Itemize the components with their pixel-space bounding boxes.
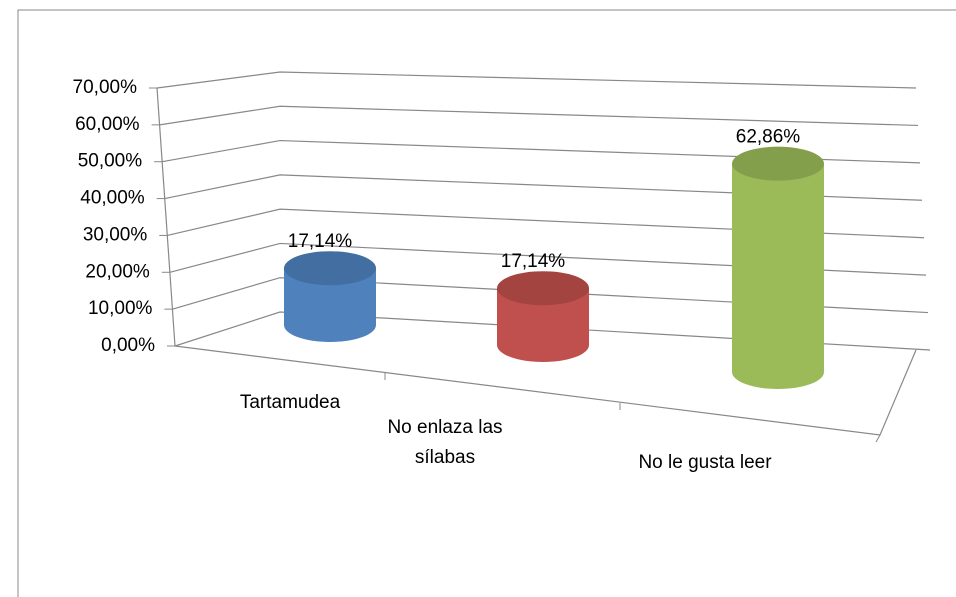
grid-line xyxy=(156,71,917,89)
bar xyxy=(497,288,589,362)
y-tick-label: 40,00% xyxy=(80,188,145,209)
grid-line xyxy=(169,242,927,276)
value-label: 17,14% xyxy=(501,251,566,272)
y-tick-label: 50,00% xyxy=(78,151,143,172)
grid-line xyxy=(172,277,929,314)
y-tick-label: 70,00% xyxy=(73,77,138,98)
grid-line xyxy=(167,208,925,239)
grid-line xyxy=(164,174,923,201)
bar xyxy=(284,268,376,342)
y-tick-label: 20,00% xyxy=(85,261,150,282)
y-tick-label: 60,00% xyxy=(75,114,140,135)
bar-top xyxy=(284,251,376,286)
x-tick-label: No enlaza las sílabas xyxy=(387,417,503,468)
bar-top xyxy=(732,146,824,181)
grid-line xyxy=(174,311,931,351)
y-tick-label: 30,00% xyxy=(83,224,148,245)
axis-line xyxy=(156,87,176,347)
y-tick-label: 10,00% xyxy=(88,298,153,319)
x-tick-label: No le gusta leer xyxy=(638,452,772,473)
bar xyxy=(732,163,824,389)
x-tick-label: Tartamudea xyxy=(239,392,341,413)
value-label: 17,14% xyxy=(288,231,353,252)
bar-top xyxy=(497,271,589,306)
y-tick-label: 0,00% xyxy=(101,335,155,356)
value-label: 62,86% xyxy=(736,127,801,148)
floor-tick xyxy=(875,434,881,443)
grid-line xyxy=(159,105,919,127)
grid-line xyxy=(162,139,921,164)
